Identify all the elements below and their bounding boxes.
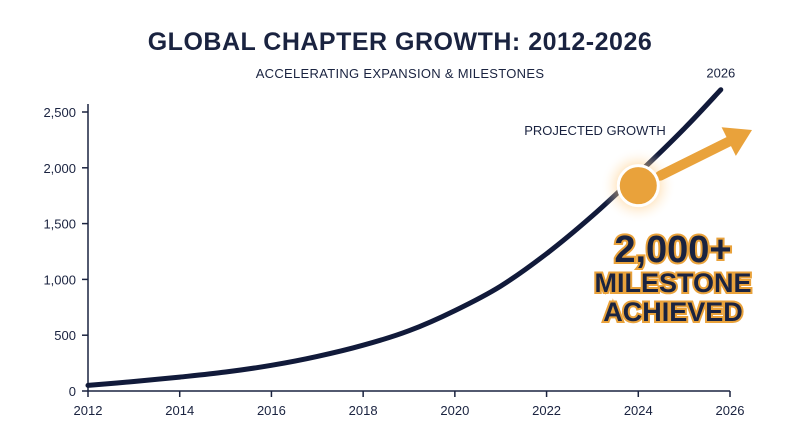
annotations-layer: 2026 PROJECTED GROWTH 2,000+MILESTONEACHIE… [524, 66, 753, 329]
x-tick-label: 2012 [74, 403, 103, 418]
y-tick-label: 2,500 [43, 105, 76, 120]
y-tick-label: 2,000 [43, 161, 76, 176]
x-tick-label: 2024 [624, 403, 653, 418]
y-tick-label: 500 [54, 328, 76, 343]
x-tick-label: 2022 [532, 403, 561, 418]
y-tick-label: 1,000 [43, 272, 76, 287]
x-axis-ticks: 2012 2014 2016 2018 2020 2022 2024 2026 [74, 391, 745, 418]
milestone-text-line: 2,000+ [614, 229, 731, 271]
x-tick-label: 2016 [257, 403, 286, 418]
y-tick-label: 0 [69, 384, 76, 399]
milestone-text-line: ACHIEVED [603, 297, 743, 327]
x-tick-label: 2026 [716, 403, 745, 418]
projected-growth-label: PROJECTED GROWTH [524, 123, 666, 138]
axes [87, 104, 730, 392]
growth-arrow-shaft [655, 136, 734, 181]
y-tick-label: 1,500 [43, 217, 76, 232]
x-tick-label: 2014 [165, 403, 194, 418]
end-year-label: 2026 [706, 66, 735, 81]
milestone-marker [616, 164, 660, 208]
chart-subtitle: ACCELERATING EXPANSION & MILESTONES [255, 66, 545, 81]
chart-title: GLOBAL CHAPTER GROWTH: 2012-2026 [147, 28, 653, 56]
x-tick-label: 2018 [349, 403, 378, 418]
x-tick-label: 2020 [440, 403, 469, 418]
growth-arrow-head-icon [721, 127, 752, 156]
y-axis-ticks: 0 500 1,000 1,500 2,000 2,500 [43, 105, 88, 399]
milestone-text-line: MILESTONE [594, 268, 751, 298]
